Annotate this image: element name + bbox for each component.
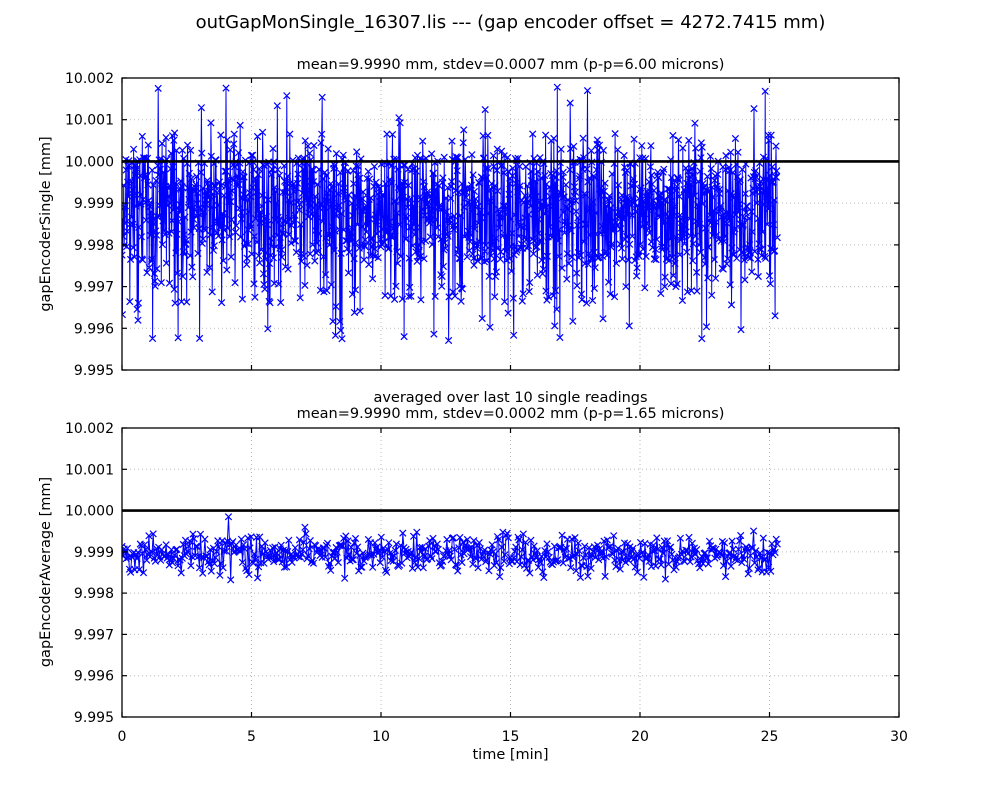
y-tick-label: 10.001 [65, 462, 114, 478]
y-tick-label: 9.998 [74, 586, 114, 602]
x-tick-label: 20 [631, 729, 649, 745]
series-markers-gapEncoderAverage [122, 513, 781, 584]
bottom-plot-title-line1: averaged over last 10 single readings [373, 390, 648, 406]
y-tick-label: 9.995 [74, 363, 114, 379]
top-plot-title: mean=9.9990 mm, stdev=0.0007 mm (p-p=6.0… [296, 57, 725, 73]
y-tick-label: 10.002 [65, 71, 114, 87]
x-tick-label: 5 [247, 729, 256, 745]
series-markers-gapEncoderSingle [122, 83, 781, 345]
x-tick-label: 10 [372, 729, 390, 745]
x-tick-label: 30 [890, 729, 908, 745]
top-plot-ylabel: gapEncoderSingle [mm] [38, 136, 54, 312]
y-tick-label: 10.001 [65, 113, 114, 129]
y-tick-label: 10.000 [65, 504, 114, 520]
x-tick-label: 0 [118, 729, 127, 745]
x-axis-label: time [min] [472, 747, 549, 763]
figure-title: outGapMonSingle_16307.lis --- (gap encod… [195, 12, 826, 33]
x-tick-label: 25 [761, 729, 779, 745]
y-tick-label: 10.002 [65, 421, 114, 437]
y-tick-label: 9.997 [74, 280, 114, 296]
bottom-plot-ylabel: gapEncoderAverage [mm] [38, 476, 54, 668]
y-tick-label: 9.997 [74, 627, 114, 643]
y-tick-label: 9.999 [74, 545, 114, 561]
y-tick-label: 9.996 [74, 669, 114, 685]
y-tick-label: 9.996 [74, 321, 114, 337]
y-tick-label: 9.995 [74, 710, 114, 726]
y-tick-label: 10.000 [65, 154, 114, 170]
bottom-plot-title-line2: mean=9.9990 mm, stdev=0.0002 mm (p-p=1.6… [296, 406, 725, 422]
y-tick-label: 9.999 [74, 196, 114, 212]
series-line-gapEncoderSingle [122, 87, 778, 341]
x-tick-label: 15 [502, 729, 520, 745]
y-tick-label: 9.998 [74, 238, 114, 254]
